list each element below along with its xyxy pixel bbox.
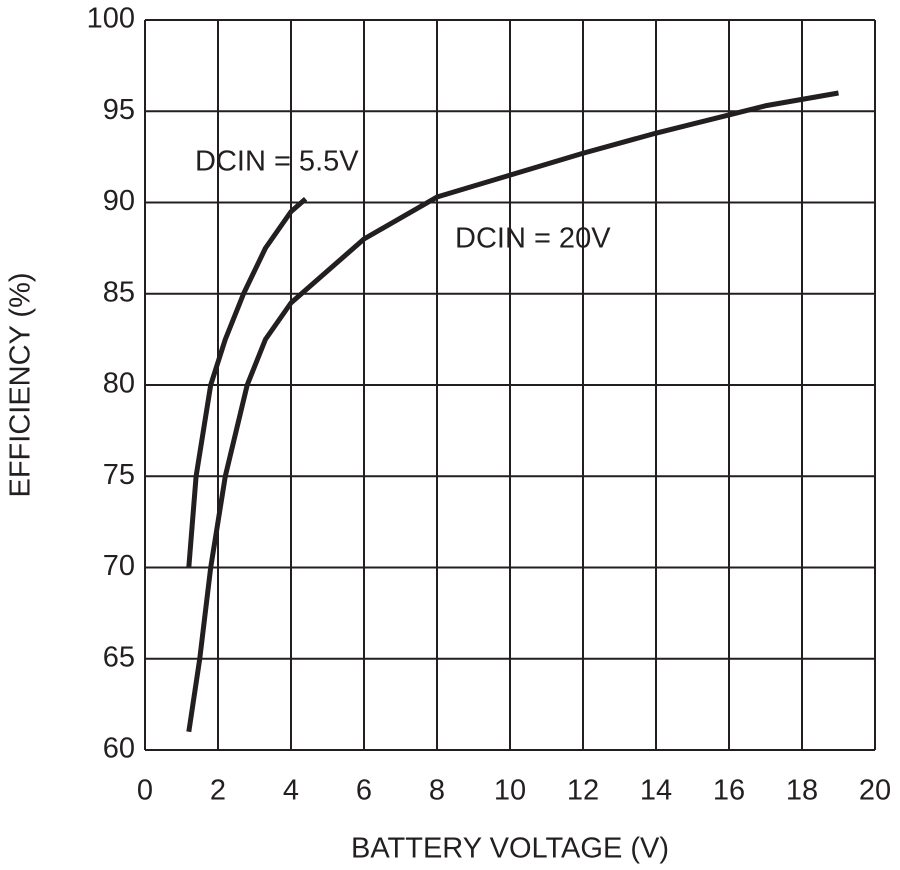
y-tick-label: 65	[103, 641, 135, 673]
x-tick-label: 20	[859, 775, 891, 807]
y-tick-label: 95	[103, 94, 135, 126]
x-tick-label: 18	[786, 775, 818, 807]
y-axis-label: EFFICIENCY (%)	[5, 272, 37, 497]
x-tick-label: 0	[137, 775, 153, 807]
x-tick-label: 16	[713, 775, 745, 807]
x-axis-label: BATTERY VOLTAGE (V)	[351, 833, 669, 865]
y-tick-label: 90	[103, 185, 135, 217]
y-tick-label: 80	[103, 368, 135, 400]
y-tick-label: 100	[87, 3, 135, 35]
x-tick-label: 14	[640, 775, 672, 807]
x-tick-label: 10	[494, 775, 526, 807]
series-label: DCIN = 5.5V	[195, 146, 359, 178]
y-tick-label: 70	[103, 550, 135, 582]
series-label: DCIN = 20V	[455, 223, 611, 255]
data-line	[186, 196, 308, 568]
x-tick-label: 4	[283, 775, 299, 807]
x-tick-label: 2	[210, 775, 226, 807]
y-tick-label: 85	[103, 276, 135, 308]
y-tick-label: 75	[103, 459, 135, 491]
x-tick-label: 6	[356, 775, 372, 807]
x-tick-label: 12	[567, 775, 599, 807]
y-tick-label: 60	[103, 733, 135, 765]
x-tick-label: 8	[429, 775, 445, 807]
data-line	[186, 90, 839, 733]
